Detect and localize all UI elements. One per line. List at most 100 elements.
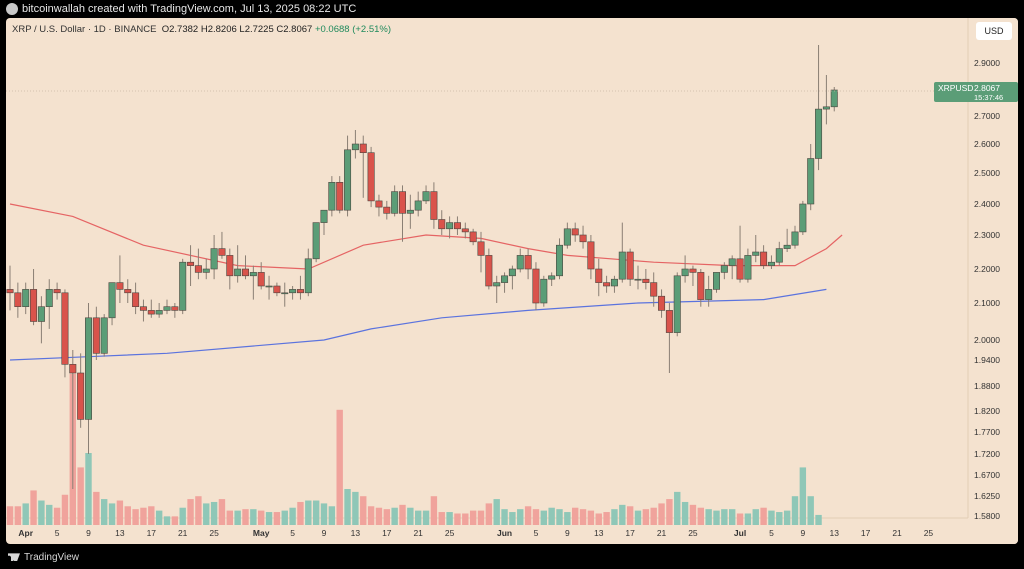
volume-bar bbox=[454, 513, 461, 525]
volume-bar bbox=[540, 510, 547, 525]
volume-bar bbox=[721, 509, 728, 525]
candle-body bbox=[69, 364, 77, 374]
x-tick-label: 9 bbox=[322, 528, 327, 538]
chart-panel[interactable]: 2.90002.80002.70002.60002.50002.40002.30… bbox=[6, 18, 1018, 544]
volume-bar bbox=[783, 510, 791, 525]
candle-body bbox=[807, 158, 815, 205]
candle-body bbox=[257, 272, 265, 287]
candle-body bbox=[155, 310, 163, 315]
candle-body bbox=[485, 255, 493, 287]
candle-body bbox=[760, 251, 768, 266]
x-tick-label: 5 bbox=[769, 528, 774, 538]
candle-body bbox=[595, 268, 603, 283]
volume-bar bbox=[697, 507, 704, 525]
volume-bar bbox=[446, 512, 453, 525]
candle-body bbox=[571, 228, 579, 236]
candle-body bbox=[336, 182, 344, 211]
close-value: C2.8067 bbox=[276, 24, 313, 35]
candle-body bbox=[712, 272, 720, 290]
volume-bar bbox=[744, 513, 752, 525]
x-tick-label: 21 bbox=[178, 528, 188, 538]
volume-bar bbox=[281, 510, 288, 525]
volume-bar bbox=[509, 512, 516, 525]
candle-body bbox=[650, 282, 658, 297]
candle-body bbox=[234, 268, 242, 277]
x-tick-label: 25 bbox=[209, 528, 219, 538]
candle-body bbox=[728, 258, 736, 266]
candle-body bbox=[194, 265, 202, 273]
top-bar: bitcoinwallah created with TradingView.c… bbox=[0, 0, 1024, 18]
volume-bar bbox=[548, 507, 555, 525]
volume-bar bbox=[273, 512, 281, 525]
candle-body bbox=[555, 244, 563, 277]
candle-body bbox=[210, 248, 218, 270]
candle-body bbox=[705, 289, 713, 300]
volume-bar bbox=[501, 509, 508, 525]
candle-body bbox=[92, 317, 100, 354]
volume-bar bbox=[689, 504, 697, 525]
symbol-legend: XRP / U.S. Dollar · 1D · BINANCE O2.7382… bbox=[12, 24, 391, 35]
candle-body bbox=[453, 222, 461, 230]
candle-body bbox=[391, 191, 399, 214]
candle-body bbox=[406, 209, 414, 214]
volume-bar bbox=[218, 499, 226, 525]
price-chart[interactable]: 2.90002.80002.70002.60002.50002.40002.30… bbox=[6, 18, 1018, 544]
y-tick-label: 1.7200 bbox=[974, 449, 1000, 459]
volume-bar bbox=[101, 499, 108, 525]
x-tick-label: 13 bbox=[830, 528, 840, 538]
candle-body bbox=[171, 306, 179, 311]
volume-bar bbox=[234, 510, 241, 525]
volume-bar bbox=[595, 513, 602, 525]
volume-bar bbox=[38, 500, 45, 525]
tradingview-logo[interactable]: TradingView bbox=[8, 552, 79, 564]
volume-bar bbox=[155, 510, 163, 525]
volume-bar bbox=[360, 496, 367, 525]
y-tick-label: 2.7000 bbox=[974, 111, 1000, 121]
volume-bar bbox=[462, 513, 469, 525]
volume-bar bbox=[85, 453, 92, 525]
candle-body bbox=[822, 106, 830, 110]
volume-bar bbox=[250, 509, 257, 525]
candle-body bbox=[430, 191, 438, 220]
ma-short-line bbox=[9, 203, 843, 270]
candle-body bbox=[100, 317, 108, 354]
volume-bar bbox=[611, 509, 618, 525]
candle-body bbox=[116, 282, 124, 290]
x-tick-label: 21 bbox=[892, 528, 902, 538]
volume-bar bbox=[415, 510, 422, 525]
volume-bar bbox=[116, 500, 124, 525]
candle-body bbox=[815, 108, 823, 159]
candle-body bbox=[359, 143, 367, 153]
candle-body bbox=[697, 272, 705, 300]
volume-bar bbox=[6, 506, 14, 525]
volume-bar bbox=[195, 496, 202, 525]
x-tick-label: 21 bbox=[413, 528, 423, 538]
candle-body bbox=[163, 306, 171, 311]
y-tick-label: 2.3000 bbox=[974, 230, 1000, 240]
candle-body bbox=[501, 275, 509, 283]
y-tick-label: 1.9400 bbox=[974, 355, 1000, 365]
x-tick-label: 13 bbox=[594, 528, 604, 538]
volume-bar bbox=[148, 506, 155, 525]
volume-bar bbox=[493, 499, 500, 525]
volume-bar bbox=[22, 503, 29, 525]
candle-body bbox=[53, 289, 61, 294]
volume-bar bbox=[532, 509, 540, 525]
candle-body bbox=[658, 295, 666, 311]
candle-body bbox=[14, 292, 22, 307]
currency-button[interactable]: USD bbox=[976, 22, 1012, 40]
footer-bar: TradingView bbox=[0, 544, 1024, 569]
volume-bar bbox=[407, 507, 414, 525]
author-avatar-icon bbox=[6, 3, 18, 15]
volume-bar bbox=[328, 506, 336, 525]
volume-bar bbox=[61, 494, 69, 525]
volume-bar bbox=[438, 512, 445, 525]
candle-body bbox=[587, 241, 595, 270]
x-tick-label: 5 bbox=[290, 528, 295, 538]
candle-body bbox=[524, 255, 532, 270]
candle-body bbox=[375, 200, 383, 208]
candle-body bbox=[85, 317, 93, 420]
candle-body bbox=[634, 278, 642, 281]
symbol-name: XRP / U.S. Dollar · 1D · BINANCE bbox=[12, 24, 157, 35]
volume-bar bbox=[477, 510, 485, 525]
